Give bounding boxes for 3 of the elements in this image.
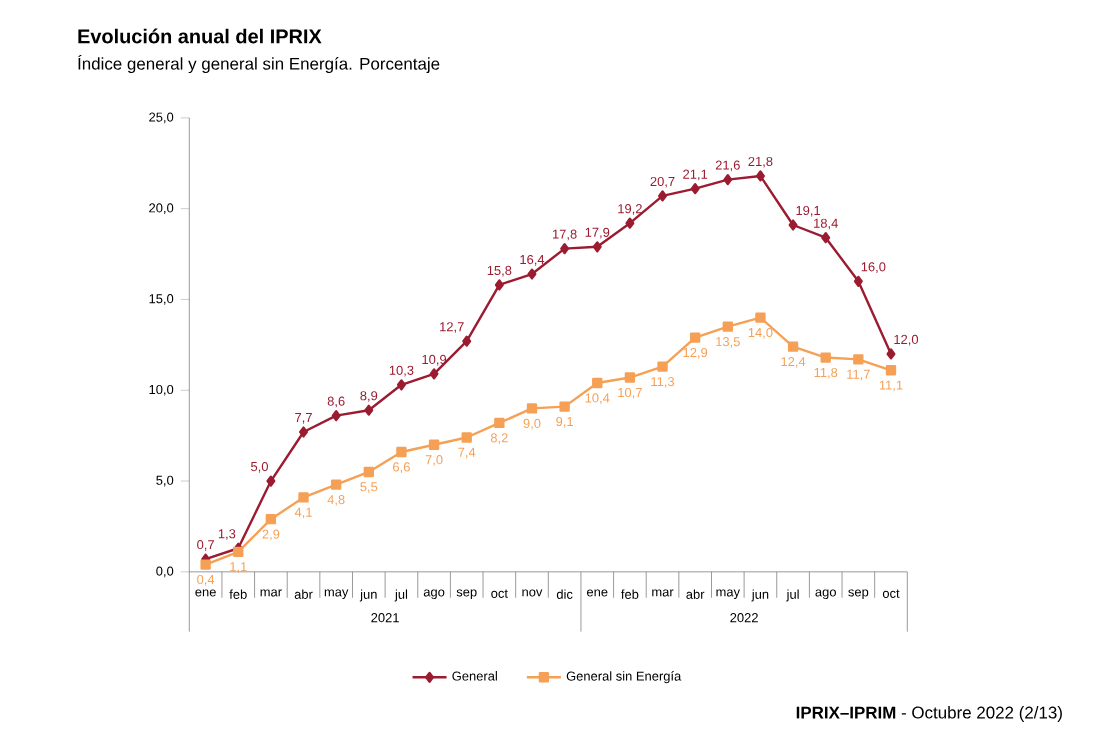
- chart-subtitle: Índice general y general sin Energía. Porcentaje: [78, 54, 440, 74]
- text: IPRIX–IPRIM - Octubre 2022 (2/13): [796, 706, 1062, 722]
- chart-title: Evolución anual del IPRIX: [78, 28, 322, 44]
